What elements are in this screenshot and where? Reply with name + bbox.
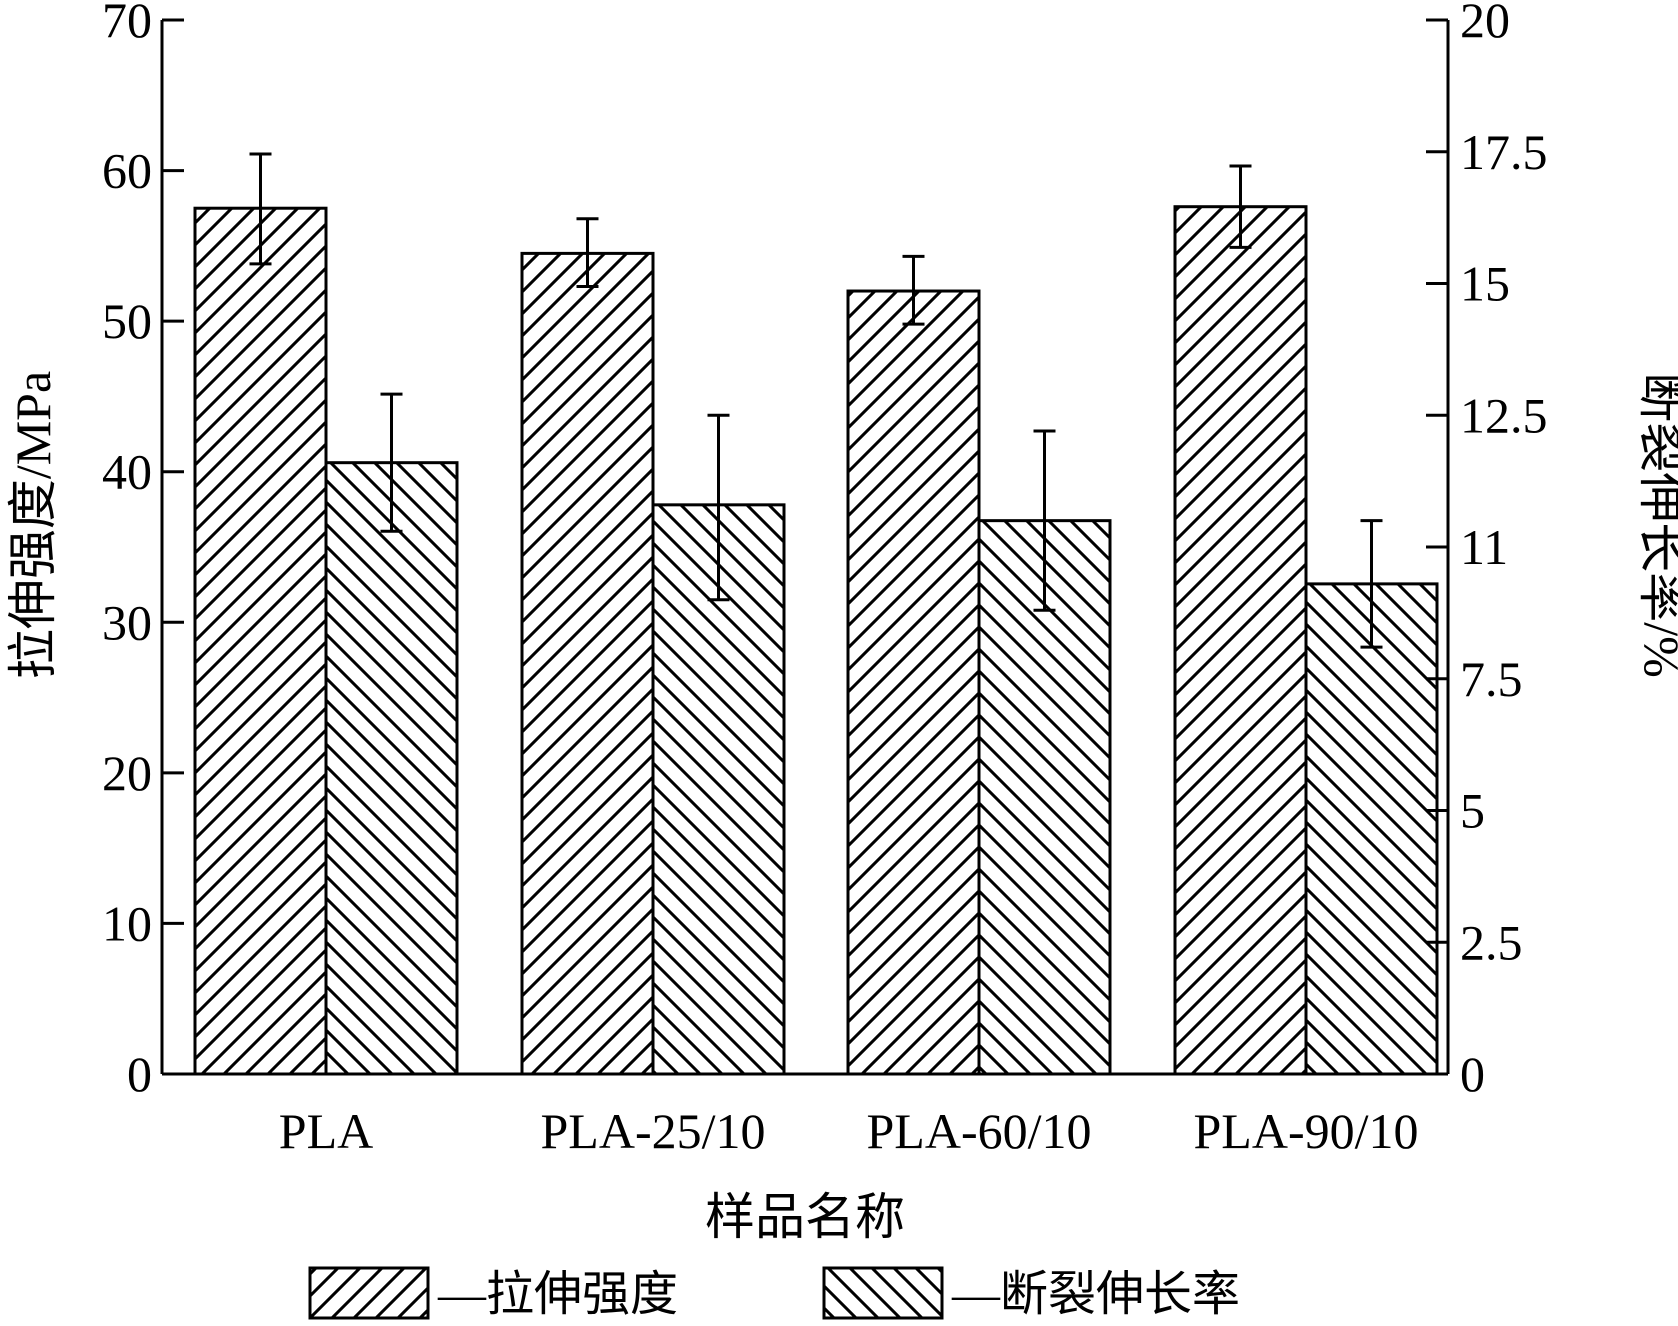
x-axis-label: 样品名称 xyxy=(705,1189,905,1245)
left-tick-label: 30 xyxy=(102,594,152,650)
legend-label-elongation: —断裂伸长率 xyxy=(951,1268,1240,1321)
legend-swatch-elongation xyxy=(822,1266,944,1320)
bars-layer xyxy=(193,205,1439,1076)
x-tick-label: PLA-25/10 xyxy=(541,1103,766,1159)
bar-tensile-strength xyxy=(193,206,328,1076)
y2-axis-label: 断裂伸长率/% xyxy=(1634,372,1678,678)
left-tick-label: 60 xyxy=(102,143,152,199)
x-tick-labels: PLA PLA-25/10 PLA-60/10 PLA-90/10 xyxy=(279,1103,1419,1159)
y-axis-label: 拉伸强度/MPa xyxy=(5,371,61,679)
right-tick-label: 17.5 xyxy=(1460,124,1548,180)
error-bar-elongation xyxy=(1360,519,1383,649)
bar-elongation xyxy=(1304,582,1439,1076)
error-bars-layer xyxy=(249,152,1383,649)
error-bar-tensile-strength xyxy=(249,152,272,266)
right-tick-label: 0 xyxy=(1460,1046,1485,1102)
error-bar-tensile-strength xyxy=(1229,164,1252,249)
bar-elongation xyxy=(324,461,459,1076)
left-ticks: 0 10 20 30 40 50 60 70 xyxy=(102,0,184,1102)
x-tick-label: PLA-90/10 xyxy=(1194,1103,1419,1159)
right-tick-label: 5 xyxy=(1460,783,1485,839)
legend-swatch-tensile-strength xyxy=(308,1266,430,1320)
error-bar-tensile-strength xyxy=(902,254,925,326)
right-tick-label: 7.5 xyxy=(1460,651,1523,707)
left-tick-label: 70 xyxy=(102,0,152,48)
x-tick-label: PLA-60/10 xyxy=(867,1103,1092,1159)
left-tick-label: 50 xyxy=(102,293,152,349)
right-tick-label: 11 xyxy=(1460,519,1508,575)
left-tick-label: 0 xyxy=(127,1046,152,1102)
legend-label-tensile-strength: —拉伸强度 xyxy=(437,1268,678,1321)
error-bar-elongation xyxy=(1033,429,1056,612)
legend: —拉伸强度 —断裂伸长率 xyxy=(308,1266,1240,1321)
right-tick-label: 2.5 xyxy=(1460,914,1523,970)
error-bar-elongation xyxy=(380,392,403,533)
bar-tensile-strength xyxy=(520,251,655,1076)
bar-tensile-strength xyxy=(846,289,981,1076)
left-tick-label: 10 xyxy=(102,895,152,951)
right-tick-label: 15 xyxy=(1460,256,1510,312)
right-ticks: 0 2.5 5 7.5 11 12.5 15 17.5 20 xyxy=(1426,0,1548,1102)
error-bar-tensile-strength xyxy=(576,217,599,289)
left-tick-label: 20 xyxy=(102,745,152,801)
x-tick-label: PLA xyxy=(279,1103,373,1159)
bar-tensile-strength xyxy=(1173,205,1308,1076)
bar-elongation xyxy=(977,519,1112,1076)
error-bar-elongation xyxy=(707,413,730,602)
right-tick-label: 12.5 xyxy=(1460,387,1548,443)
left-tick-label: 40 xyxy=(102,444,152,500)
right-tick-label: 20 xyxy=(1460,0,1510,48)
